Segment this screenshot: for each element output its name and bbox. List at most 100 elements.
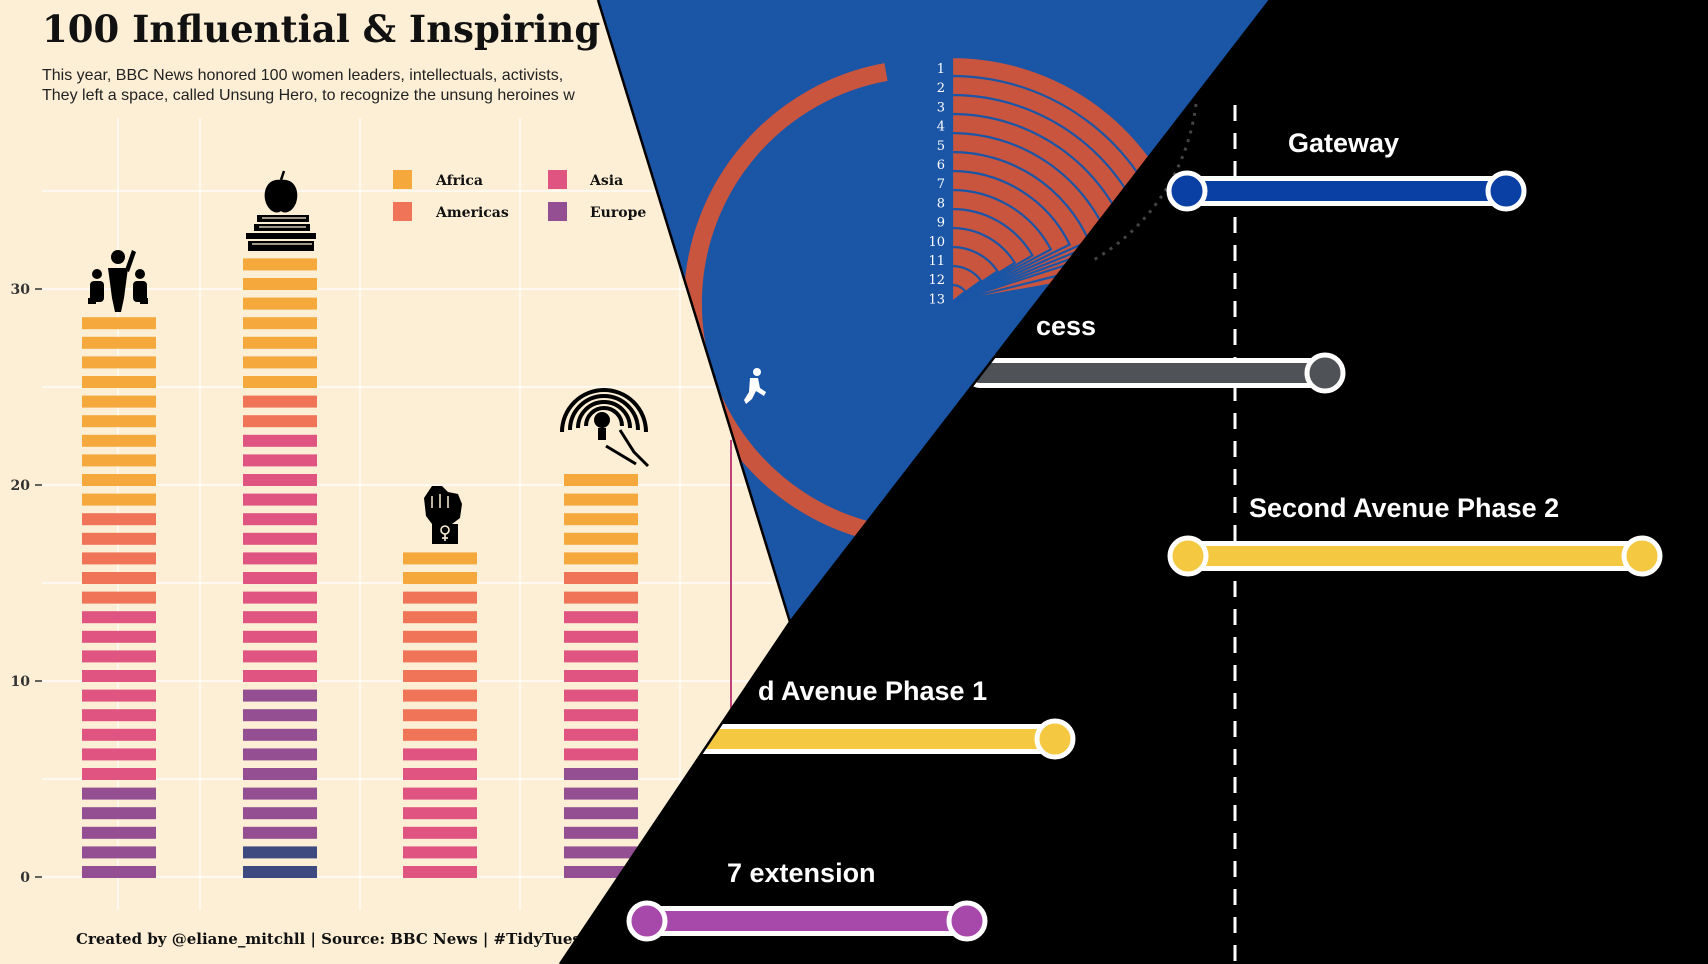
timeline-bar-second-avenue-phase-1 <box>685 718 1076 760</box>
y-tick-label: 30 <box>11 282 31 298</box>
bar-segment-asia <box>403 787 477 800</box>
bar-segment-africa <box>564 474 638 486</box>
runner-icon <box>744 368 766 404</box>
bar-segment-americas <box>82 532 156 545</box>
legend: Africa Americas Asia Europe <box>393 170 646 221</box>
bar-segment-asia <box>243 630 317 643</box>
bar-segment-asia <box>82 611 156 624</box>
bar-segment-asia <box>243 474 317 486</box>
bar-segment-asia <box>243 552 317 565</box>
bar-segment-asia <box>403 866 477 878</box>
bar-segment-oceania <box>243 846 317 859</box>
ring-label: 6 <box>937 158 945 173</box>
bar-segment-europe <box>82 846 156 859</box>
ring-label: 2 <box>937 81 945 96</box>
legend-swatch-africa <box>393 170 412 189</box>
bar-segment-asia <box>243 591 317 604</box>
bar-segment-asia <box>403 846 477 859</box>
ring-label: 1 <box>937 62 945 77</box>
bar-segment-asia <box>564 670 638 682</box>
bar-segment-europe <box>82 787 156 800</box>
bar-segment-africa <box>564 532 638 545</box>
bar-segment-europe <box>564 826 638 839</box>
bar-segment-africa <box>82 395 156 408</box>
bar-segment-asia <box>403 807 477 820</box>
timeline-label-second-avenue-phase-1: d Avenue Phase 1 <box>758 676 987 706</box>
creativity-icon <box>560 388 650 468</box>
activism-icon <box>424 486 462 544</box>
bar-segment-europe <box>82 807 156 820</box>
knowledge-icon <box>246 170 316 251</box>
timeline-label-second-avenue-phase-2: Second Avenue Phase 2 <box>1249 493 1559 523</box>
bar-segment-africa <box>243 278 317 290</box>
bar-segment-asia <box>564 728 638 741</box>
y-tick-label: 10 <box>11 674 31 690</box>
bar-segment-europe <box>564 768 638 780</box>
y-axis: 0 10 20 30 <box>11 282 42 886</box>
timeline-label-gateway: Gateway <box>1288 128 1399 158</box>
bar-segment-americas <box>82 552 156 565</box>
legend-label-africa: Africa <box>435 173 483 189</box>
bar-segment-europe <box>564 807 638 820</box>
bar-segment-asia <box>243 532 317 545</box>
bar-segment-asia <box>564 709 638 722</box>
bar-segment-americas <box>82 591 156 604</box>
bar-segment-africa <box>243 376 317 388</box>
bar-segment-africa <box>243 297 317 310</box>
bar-segment-americas <box>564 572 638 584</box>
bar-segment-asia <box>403 826 477 839</box>
bar-segment-asia <box>403 748 477 761</box>
bar-segment-asia <box>564 630 638 643</box>
bar-segment-africa <box>243 336 317 349</box>
bar-segment-africa <box>403 572 477 584</box>
bar-segment-africa <box>564 513 638 526</box>
bar-segment-africa <box>82 434 156 447</box>
bar-segment-americas <box>564 591 638 604</box>
bar-segment-oceania <box>243 866 317 878</box>
ring-label: 11 <box>928 254 945 269</box>
y-tick-label: 20 <box>11 478 31 494</box>
bar-segment-europe <box>243 748 317 761</box>
bar-segment-asia <box>243 572 317 584</box>
bar-segment-asia <box>82 748 156 761</box>
bar-segment-africa <box>243 356 317 369</box>
bar-segment-africa <box>564 493 638 506</box>
bar-segment-asia <box>243 493 317 506</box>
y-tick-label: 0 <box>20 870 30 886</box>
bar-segment-asia <box>564 748 638 761</box>
timeline-bar-7-extension <box>626 900 988 942</box>
bar-segment-americas <box>403 591 477 604</box>
bar-segment-asia <box>82 650 156 663</box>
ring-label: 7 <box>937 177 945 192</box>
timeline-label-access: cess <box>1036 311 1096 341</box>
legend-swatch-europe <box>548 202 567 221</box>
ring-label: 4 <box>937 120 945 135</box>
bar-segment-americas <box>243 415 317 428</box>
bar-segment-asia <box>243 434 317 447</box>
bar-segment-africa <box>564 552 638 565</box>
bar-segment-europe <box>243 807 317 820</box>
bar-segment-asia <box>403 768 477 780</box>
bar-segment-americas <box>403 728 477 741</box>
legend-swatch-asia <box>548 170 567 189</box>
bar-segment-africa <box>243 258 317 271</box>
bar-segment-europe <box>82 866 156 878</box>
timeline-label-7-extension: 7 extension <box>727 858 876 888</box>
bar-segment-asia <box>82 768 156 780</box>
bar-segment-europe <box>243 787 317 800</box>
bar-segment-asia <box>564 689 638 702</box>
legend-label-asia: Asia <box>589 173 623 189</box>
bar-segment-asia <box>82 709 156 722</box>
bar-segment-asia <box>243 670 317 682</box>
bar-segment-americas <box>403 709 477 722</box>
bar-segment-africa <box>82 356 156 369</box>
legend-swatch-americas <box>393 202 412 221</box>
bar-segment-europe <box>243 768 317 780</box>
chart-title: 100 Influential & Inspiring Wo <box>42 7 676 51</box>
bar-segment-asia <box>243 650 317 663</box>
bar-segment-asia <box>564 650 638 663</box>
bar-segment-asia <box>82 728 156 741</box>
panel-divider <box>596 0 792 623</box>
bar-segment-europe <box>564 787 638 800</box>
